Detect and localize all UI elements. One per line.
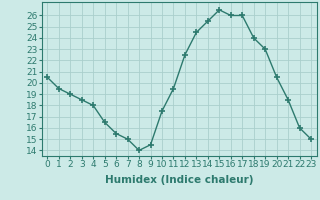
X-axis label: Humidex (Indice chaleur): Humidex (Indice chaleur) [105,175,253,185]
